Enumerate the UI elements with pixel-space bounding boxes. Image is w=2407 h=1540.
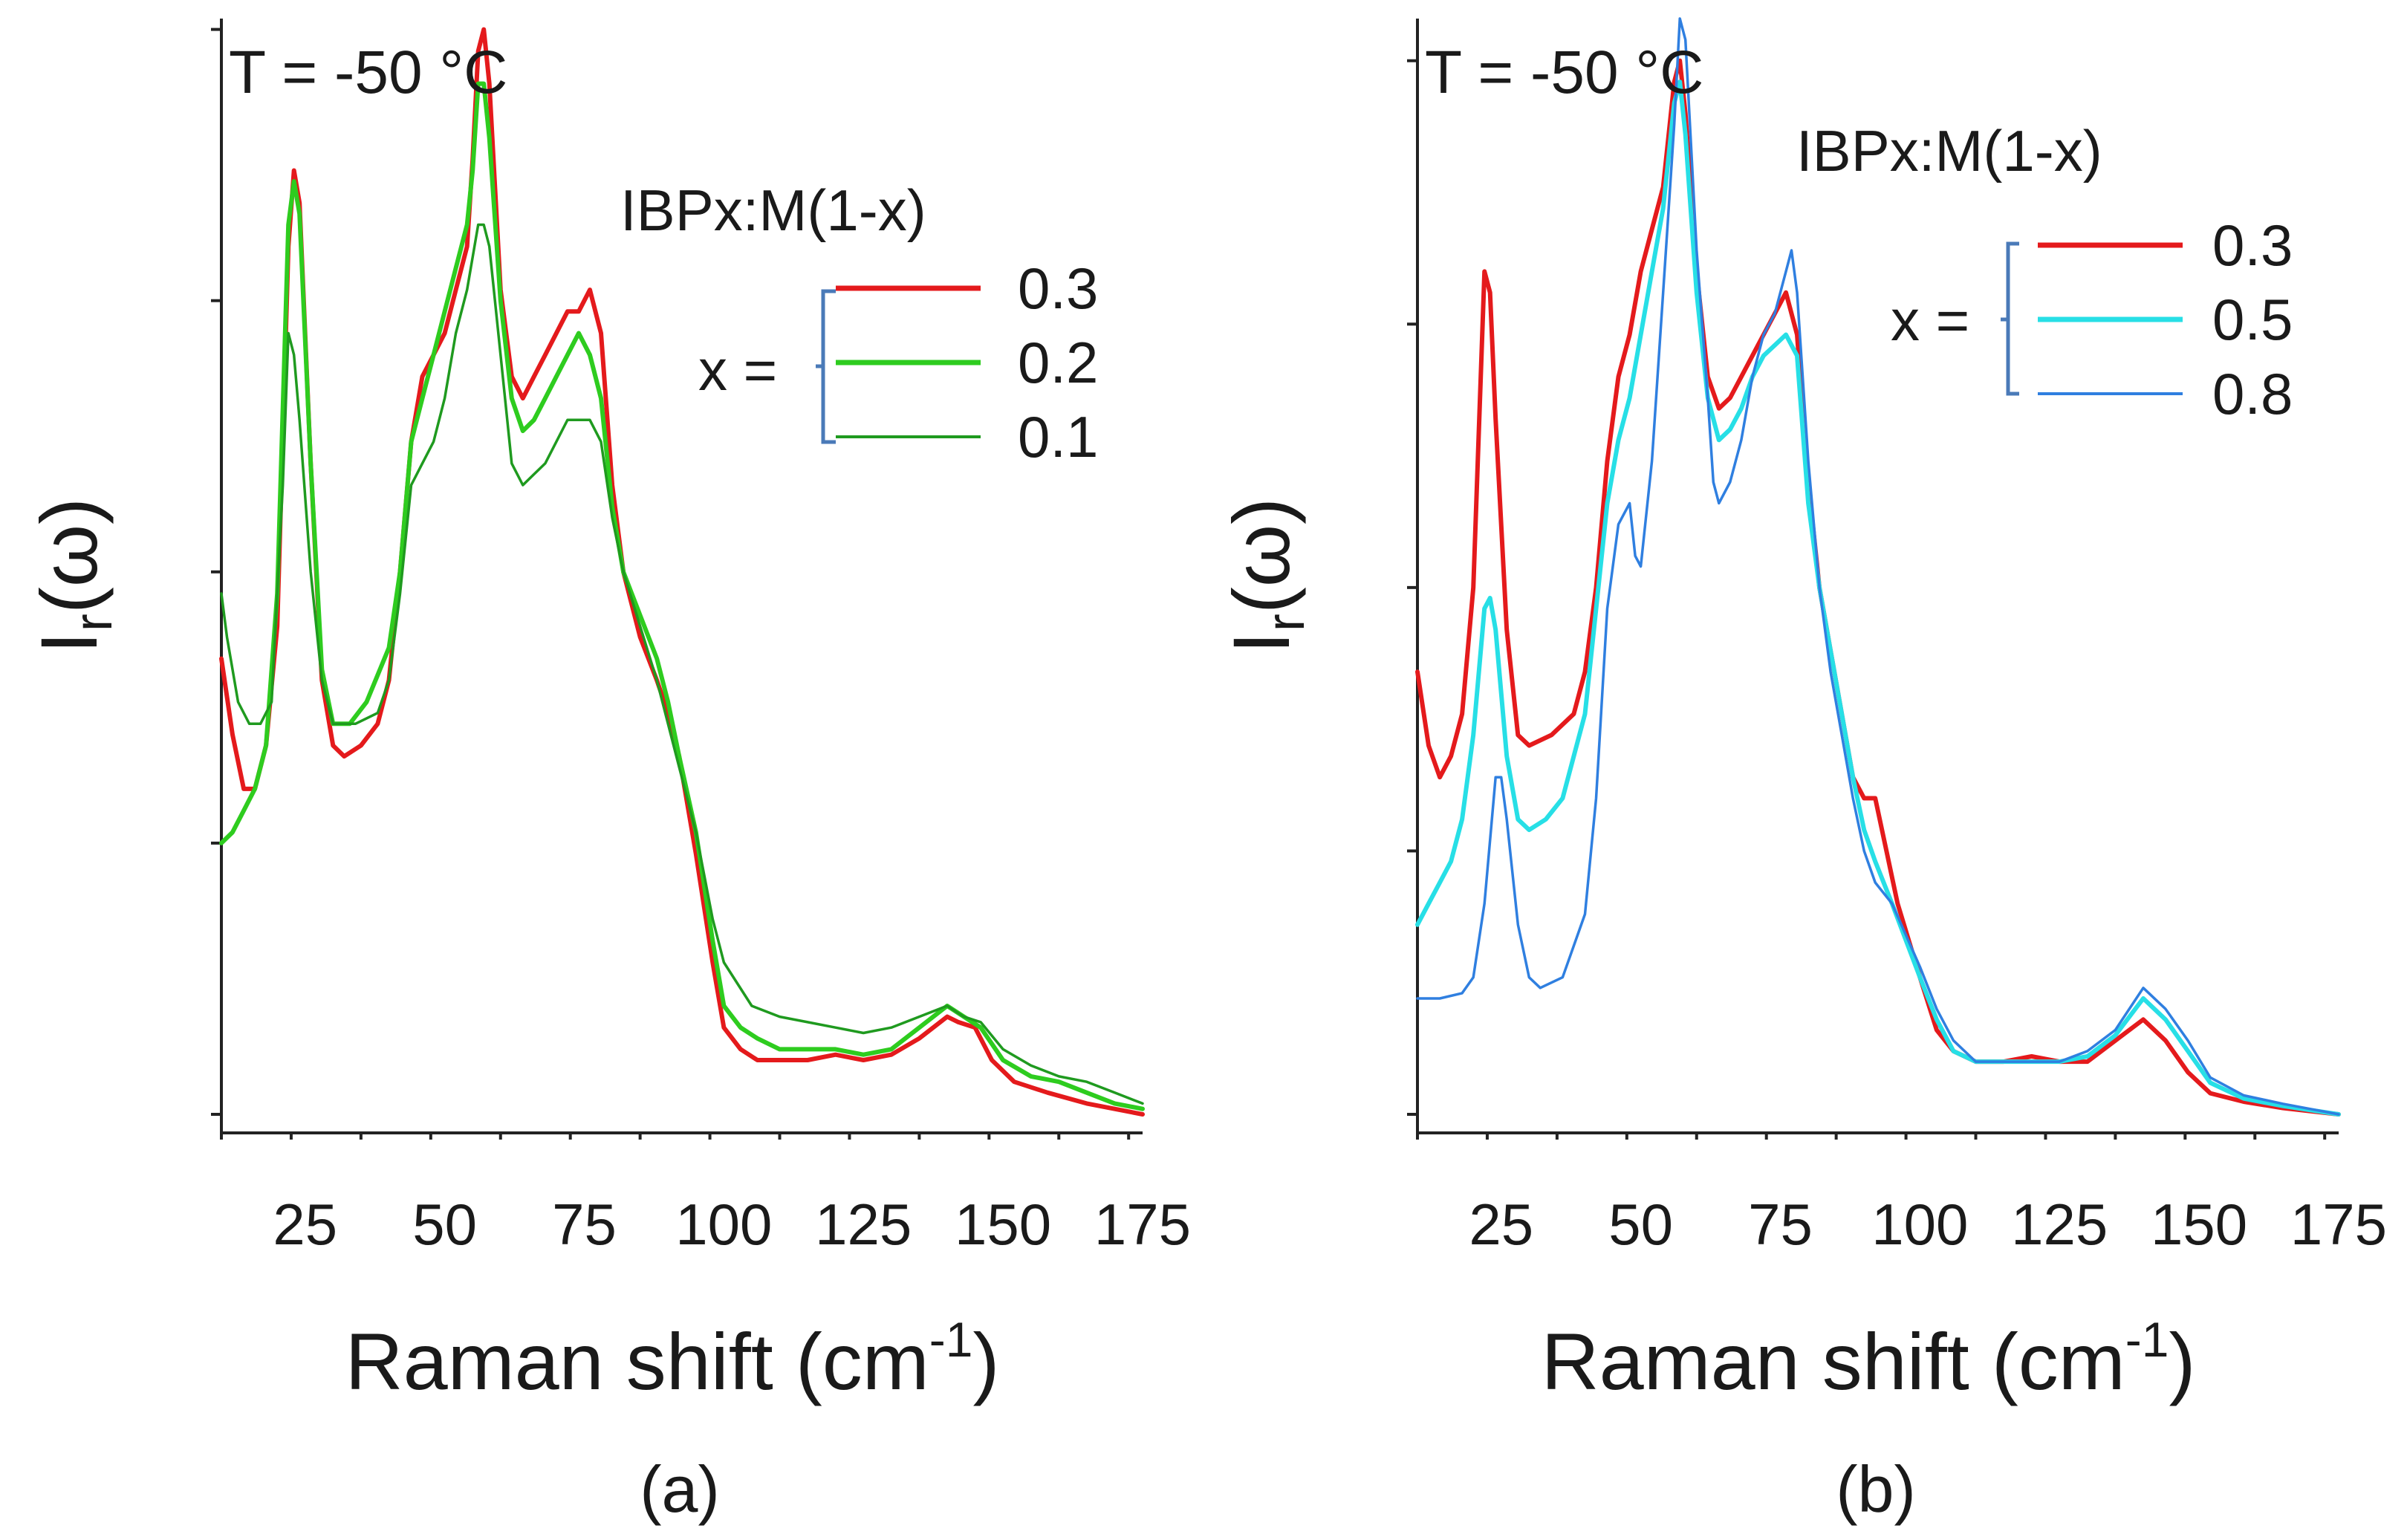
panel-b-xticks: 25 50 75 100 125 150 175 [1416,1133,2387,1257]
panel-b-label: (b) [1836,1452,1916,1526]
panel-a-legend-label-2: 0.1 [1018,404,1098,470]
panel-a-series [219,27,1145,1117]
panel-b-y-axis-label: Ir(ω) [1216,498,1316,654]
panel-a-legend-label-1: 0.2 [1018,330,1098,395]
panel-a-xtick-label: 75 [552,1192,617,1257]
panel-a-legend: IBPx:M(1-x) x = 0.3 0.2 0.1 [620,178,1098,470]
panel-b-xtick-label: 175 [2290,1192,2387,1257]
panel-a-y-axis-label: Ir(ω) [24,498,123,654]
panel-b-legend-label-0: 0.3 [2212,212,2293,278]
panel-a-series-line-2 [220,223,1144,1105]
panel-b-yticks [1407,59,1417,1116]
panel-a-series-line-0 [219,27,1145,1117]
panel-a-label: (a) [640,1452,720,1526]
panel-b-x-axis-label: Raman shift (cm-1) [1542,1312,2196,1406]
panel-b-legend-bracket [2001,241,2019,396]
panel-b-series-line-0 [1415,58,2341,1117]
panel-b-y-label-tail: (ω) [1216,498,1306,614]
panel-a-annotation: T = -50 °C [229,39,507,106]
panel-a-legend-prefix: x = [698,337,777,403]
panel-a-legend-entries: 0.3 0.2 0.1 [836,256,1098,470]
panel-a-y-label-tail: (ω) [24,498,114,614]
panel-b-x-label-tail: ) [2169,1316,2195,1406]
panel-b-legend-prefix: x = [1891,287,1969,353]
panel-b-y-label-main: I [1216,631,1306,654]
panel-b-xtick-label: 50 [1608,1192,1673,1257]
panel-a-xtick-label: 100 [675,1192,772,1257]
panel-b-xtick-label: 125 [2011,1192,2108,1257]
panel-a-xtick-label: 150 [955,1192,1051,1257]
panel-b-legend-title: IBPx:M(1-x) [1796,118,2102,183]
panel-a-yticks [211,27,221,1116]
panel-b-annotation: T = -50 °C [1425,39,1703,106]
panel-a-y-label-sub: r [64,614,123,631]
panel-a-legend-title: IBPx:M(1-x) [620,178,926,243]
panel-a-xtick-label: 125 [815,1192,912,1257]
panel-a-x-label-tail: ) [972,1316,999,1406]
panel-b: 25 50 75 100 125 150 175 T = -50 °C Ir(ω) Rama… [1216,17,2387,1526]
panel-b-x-label-main: Raman shift (cm [1542,1316,2125,1406]
panel-b-legend-label-1: 0.5 [2212,287,2293,352]
panel-a-legend-label-0: 0.3 [1018,256,1098,321]
panel-a-x-label-main: Raman shift (cm [345,1316,929,1406]
panel-a-xticks: 25 50 75 100 125 150 175 [220,1133,1191,1257]
panel-b-series-line-2 [1416,17,2340,1116]
panel-b-xtick-label: 150 [2151,1192,2247,1257]
panel-b-legend-entries: 0.3 0.5 0.8 [2038,212,2293,426]
panel-a-xtick-label: 175 [1094,1192,1191,1257]
panel-a-legend-bracket [816,289,836,444]
panel-b-xtick-label: 100 [1871,1192,1968,1257]
panel-b-y-label-sub: r [1256,614,1316,631]
panel-a-xtick-label: 50 [412,1192,477,1257]
panel-b-legend-label-2: 0.8 [2212,361,2293,426]
panel-a-series-line-1 [219,81,1145,1111]
panel-a: 25 50 75 100 125 150 175 T = -50 °C Ir(ω) Rama… [24,19,1191,1526]
panel-b-xtick-label: 25 [1469,1192,1533,1257]
panel-b-series-line-1 [1415,79,2341,1117]
panel-b-series [1415,17,2341,1117]
panel-b-legend: IBPx:M(1-x) x = 0.3 0.5 0.8 [1796,118,2293,426]
panel-a-x-axis-label: Raman shift (cm-1) [345,1312,1000,1406]
panel-b-xtick-label: 75 [1748,1192,1813,1257]
panel-a-xtick-label: 25 [273,1192,337,1257]
panel-b-x-label-sup: -1 [2125,1312,2169,1367]
panel-a-y-label-main: I [24,631,114,654]
panel-a-x-label-sup: -1 [929,1312,973,1367]
